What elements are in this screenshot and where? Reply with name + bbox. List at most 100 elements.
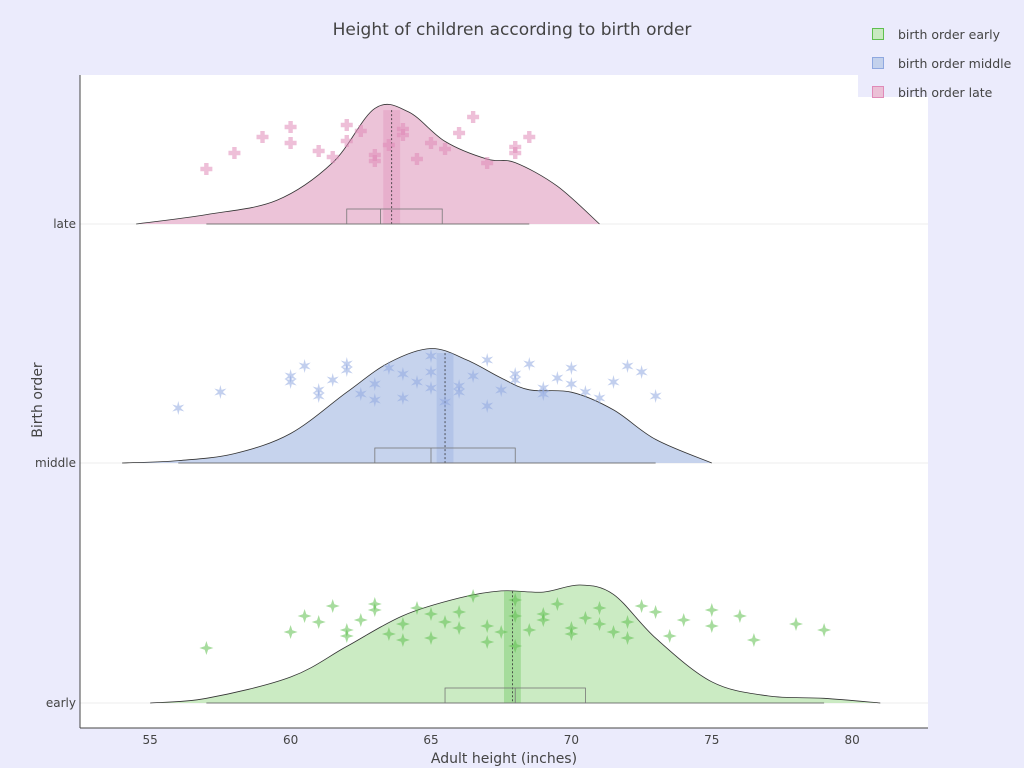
data-point-early <box>606 625 621 639</box>
data-point-early <box>704 603 719 617</box>
data-point-early <box>480 619 495 633</box>
legend-swatch-late <box>872 86 884 98</box>
data-point-middle <box>298 359 311 373</box>
data-point-late <box>340 135 353 147</box>
data-point-middle <box>368 377 381 391</box>
data-point-early <box>395 617 410 631</box>
data-point-middle <box>481 353 494 367</box>
data-point-early <box>522 623 537 637</box>
data-point-early <box>480 635 495 649</box>
box-middle <box>374 447 516 464</box>
data-point-middle <box>467 369 480 383</box>
data-point-middle <box>396 391 409 405</box>
data-point-middle <box>284 375 297 389</box>
data-point-late <box>284 137 297 149</box>
data-point-early <box>662 629 677 643</box>
violin-late <box>136 103 600 225</box>
data-point-early <box>634 599 649 613</box>
data-point-early <box>452 621 467 635</box>
data-point-early <box>395 633 410 647</box>
axis-ticks: 55 60 65 70 75 80 early middle late <box>35 217 860 747</box>
data-point-middle <box>509 373 522 387</box>
data-point-early <box>620 615 635 629</box>
data-point-middle <box>579 385 592 399</box>
legend-label-middle: birth order middle <box>898 55 1012 71</box>
data-point-late <box>312 145 325 157</box>
data-point-middle <box>593 391 606 405</box>
legend-swatch-middle <box>872 57 884 69</box>
data-point-middle <box>523 357 536 371</box>
data-point-late <box>340 119 353 131</box>
data-point-early <box>564 627 579 641</box>
data-point-late <box>523 131 536 143</box>
x-tick-label: 75 <box>704 733 719 747</box>
data-point-early <box>508 609 523 623</box>
data-point-middle <box>172 401 185 415</box>
data-point-early <box>424 631 438 645</box>
data-point-late <box>509 147 522 159</box>
legend-item-middle[interactable]: birth order middle <box>872 55 1011 71</box>
violins <box>122 103 881 704</box>
data-point-late <box>256 131 269 143</box>
data-point-early <box>817 623 832 637</box>
data-point-early <box>466 589 481 603</box>
x-tick-label: 65 <box>423 733 438 747</box>
data-point-early <box>789 617 803 631</box>
data-point-early <box>367 603 382 617</box>
data-point-middle <box>495 383 508 397</box>
legend-item-early[interactable]: birth order early <box>872 26 1000 42</box>
data-point-middle <box>481 399 494 413</box>
data-point-early <box>508 639 523 653</box>
data-point-middle <box>354 387 367 401</box>
data-point-middle <box>326 373 339 387</box>
legend: birth order early birth order middle bir… <box>858 10 1024 100</box>
data-point-early <box>410 601 424 615</box>
data-point-early <box>325 599 340 613</box>
data-point-late <box>200 163 213 175</box>
data-point-middle <box>621 359 634 373</box>
box-late <box>346 208 443 225</box>
data-point-middle <box>565 361 578 375</box>
violin-middle <box>122 348 712 464</box>
x-axis-title: Adult height (inches) <box>430 751 578 767</box>
legend-label-late: birth order late <box>898 84 993 100</box>
data-point-late <box>396 129 409 141</box>
data-point-late <box>228 147 241 159</box>
data-point-early <box>550 597 565 611</box>
data-point-middle <box>410 375 423 389</box>
data-point-late <box>410 153 423 165</box>
data-point-middle <box>453 385 466 399</box>
data-point-middle <box>312 389 325 403</box>
legend-label-early: birth order early <box>898 26 1001 42</box>
data-point-early <box>381 627 396 641</box>
data-point-late <box>354 125 367 137</box>
data-point-late <box>439 143 452 155</box>
data-point-early <box>508 593 523 607</box>
data-point-early <box>438 615 452 629</box>
data-point-middle <box>565 377 578 391</box>
data-point-middle <box>424 365 438 379</box>
data-point-early <box>452 605 467 619</box>
points-early <box>199 589 832 655</box>
data-point-early <box>494 625 509 639</box>
data-point-late <box>481 157 494 169</box>
data-point-late <box>424 137 437 149</box>
violin-fill-middle <box>122 348 712 463</box>
data-point-middle <box>607 375 620 389</box>
data-point-early <box>746 633 761 647</box>
violin-early <box>150 584 881 704</box>
data-point-middle <box>396 367 409 381</box>
data-point-middle <box>382 361 395 375</box>
x-tick-label: 60 <box>283 733 298 747</box>
data-point-late <box>467 111 480 123</box>
legend-item-late[interactable]: birth order late <box>872 84 992 100</box>
data-point-early <box>536 613 551 627</box>
data-point-early <box>676 613 691 627</box>
data-point-early <box>592 617 607 631</box>
data-point-early <box>311 615 326 629</box>
violin-fill-late <box>136 104 600 224</box>
data-point-early <box>199 641 214 655</box>
data-point-early <box>578 611 593 625</box>
data-point-early <box>297 609 312 623</box>
